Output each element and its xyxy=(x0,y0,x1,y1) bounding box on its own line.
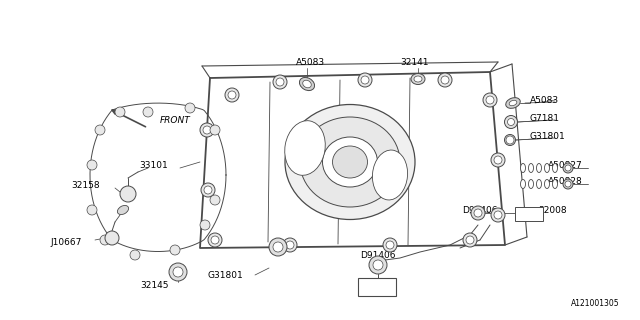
Bar xyxy=(515,207,543,221)
Circle shape xyxy=(373,260,383,270)
Circle shape xyxy=(211,236,219,244)
Text: A5083: A5083 xyxy=(530,95,559,105)
Circle shape xyxy=(203,126,211,134)
Circle shape xyxy=(169,263,187,281)
Circle shape xyxy=(471,206,485,220)
Circle shape xyxy=(120,186,136,202)
Ellipse shape xyxy=(504,134,515,146)
Circle shape xyxy=(170,245,180,255)
Ellipse shape xyxy=(300,117,400,207)
Circle shape xyxy=(185,103,195,113)
Circle shape xyxy=(95,125,105,135)
Circle shape xyxy=(383,238,397,252)
Circle shape xyxy=(273,75,287,89)
Circle shape xyxy=(506,136,514,144)
Text: A5083: A5083 xyxy=(296,58,324,67)
Circle shape xyxy=(201,183,215,197)
Ellipse shape xyxy=(545,164,550,172)
Circle shape xyxy=(494,156,502,164)
Text: J10667: J10667 xyxy=(51,237,82,246)
Text: D91406: D91406 xyxy=(360,252,396,260)
Bar xyxy=(358,278,396,296)
Circle shape xyxy=(225,88,239,102)
Text: G7181: G7181 xyxy=(530,114,560,123)
Circle shape xyxy=(210,125,220,135)
Circle shape xyxy=(491,153,505,167)
Circle shape xyxy=(563,163,573,173)
Circle shape xyxy=(474,209,482,217)
Text: 33101: 33101 xyxy=(140,161,168,170)
Ellipse shape xyxy=(372,150,408,200)
Text: A121001305: A121001305 xyxy=(572,299,620,308)
Circle shape xyxy=(358,73,372,87)
Circle shape xyxy=(483,93,497,107)
Ellipse shape xyxy=(411,74,425,84)
Ellipse shape xyxy=(520,180,525,188)
Ellipse shape xyxy=(552,164,557,172)
Circle shape xyxy=(369,256,387,274)
Text: 32005: 32005 xyxy=(364,285,392,294)
Circle shape xyxy=(273,242,283,252)
Circle shape xyxy=(204,186,212,194)
Circle shape xyxy=(563,179,573,189)
Circle shape xyxy=(130,250,140,260)
Circle shape xyxy=(269,238,287,256)
Circle shape xyxy=(208,233,222,247)
Text: 32141: 32141 xyxy=(401,58,429,67)
Circle shape xyxy=(438,73,452,87)
Ellipse shape xyxy=(508,118,515,125)
Circle shape xyxy=(386,241,394,249)
Ellipse shape xyxy=(414,76,422,82)
Circle shape xyxy=(200,123,214,137)
Circle shape xyxy=(565,165,571,171)
Circle shape xyxy=(100,235,110,245)
Circle shape xyxy=(173,267,183,277)
Circle shape xyxy=(200,220,210,230)
Ellipse shape xyxy=(504,116,518,129)
Ellipse shape xyxy=(117,205,129,215)
Circle shape xyxy=(463,233,477,247)
Ellipse shape xyxy=(323,137,378,187)
Text: D91406: D91406 xyxy=(462,205,497,214)
Ellipse shape xyxy=(520,164,525,172)
Circle shape xyxy=(361,76,369,84)
Circle shape xyxy=(565,181,571,187)
Circle shape xyxy=(491,208,505,222)
Circle shape xyxy=(486,96,494,104)
Circle shape xyxy=(87,205,97,215)
Ellipse shape xyxy=(285,105,415,220)
Text: 32145: 32145 xyxy=(141,282,169,291)
Ellipse shape xyxy=(300,77,314,91)
Circle shape xyxy=(105,231,119,245)
Text: G31801: G31801 xyxy=(207,271,243,281)
Ellipse shape xyxy=(529,164,534,172)
Text: 32158: 32158 xyxy=(72,180,100,189)
Ellipse shape xyxy=(509,100,517,106)
Text: 32008: 32008 xyxy=(538,205,566,214)
Circle shape xyxy=(283,238,297,252)
Ellipse shape xyxy=(536,180,541,188)
Circle shape xyxy=(466,236,474,244)
Ellipse shape xyxy=(303,80,311,88)
Ellipse shape xyxy=(285,121,325,175)
Ellipse shape xyxy=(506,98,520,108)
Text: A50827: A50827 xyxy=(548,161,583,170)
Circle shape xyxy=(115,107,125,117)
Text: A50828: A50828 xyxy=(548,177,583,186)
Circle shape xyxy=(143,107,153,117)
Circle shape xyxy=(87,160,97,170)
Ellipse shape xyxy=(536,164,541,172)
Circle shape xyxy=(286,241,294,249)
Text: FRONT: FRONT xyxy=(160,116,191,124)
Circle shape xyxy=(494,211,502,219)
Ellipse shape xyxy=(545,180,550,188)
Text: G31801: G31801 xyxy=(530,132,566,140)
Circle shape xyxy=(276,78,284,86)
Circle shape xyxy=(210,195,220,205)
Ellipse shape xyxy=(552,180,557,188)
Circle shape xyxy=(228,91,236,99)
Ellipse shape xyxy=(333,146,367,178)
Ellipse shape xyxy=(529,180,534,188)
Circle shape xyxy=(441,76,449,84)
